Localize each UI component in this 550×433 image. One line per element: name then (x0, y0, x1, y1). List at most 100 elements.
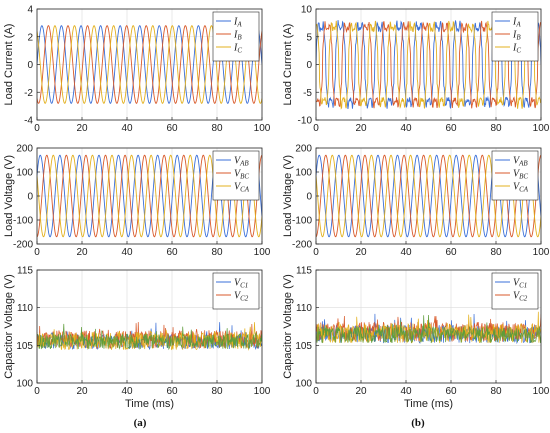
y-tick-label: 115 (17, 266, 33, 277)
y-tick-label: 115 (296, 266, 312, 277)
x-axis-label: Time (ms) (125, 398, 174, 410)
x-tick-label: 40 (400, 386, 412, 397)
y-tick-label: 0 (306, 192, 312, 203)
x-tick-label: 0 (313, 386, 319, 397)
legend-box (212, 11, 260, 62)
y-axis-label: Load Current (A) (282, 24, 294, 106)
axes-frame (315, 269, 542, 384)
x-tick-label: 60 (166, 386, 178, 397)
y-tick-label: 110 (296, 303, 312, 314)
x-tick-label: 100 (254, 247, 271, 258)
legend-box (491, 272, 539, 310)
y-tick-label: 100 (295, 168, 312, 179)
series-line-V_AB (37, 154, 262, 238)
legend-label-V_C2: VC2 (513, 291, 528, 303)
series-line-I_C (37, 25, 262, 104)
y-axis-label: Load Voltage (V) (3, 155, 15, 237)
series-group (37, 322, 262, 351)
legend-label-V_C1: VC1 (513, 278, 527, 290)
y-tick-label: 0 (27, 60, 33, 71)
y-tick-label: -2 (24, 88, 33, 99)
y-axis-label: Capacitor Voltage (V) (282, 274, 294, 379)
axes-frame (36, 269, 263, 384)
chart-panel-0: 0 20 40 60 80 100 -4 -2 0 2 4 Load Current (A) IAIBI… (3, 5, 271, 135)
x-tick-label: 40 (400, 123, 412, 134)
y-tick-label: -200 (292, 240, 312, 251)
series-line-V_AB (316, 154, 541, 238)
x-tick-label: 0 (34, 247, 40, 258)
x-tick-label: 100 (254, 386, 271, 397)
legend-label-V_BC: VBC (234, 169, 249, 181)
legend-label-I_A: IA (233, 17, 242, 29)
y-axis-label: Load Current (A) (3, 24, 15, 106)
x-tick-label: 40 (121, 386, 133, 397)
x-tick-label: 40 (400, 247, 412, 258)
y-tick-label: 105 (295, 341, 312, 352)
x-tick-label: 60 (166, 123, 178, 134)
x-tick-label: 80 (490, 123, 502, 134)
panel-label-a: (a) (134, 417, 147, 429)
y-tick-label: 200 (295, 144, 312, 155)
y-tick-label: 200 (16, 144, 33, 155)
legend-box (491, 11, 539, 62)
x-tick-label: 0 (34, 386, 40, 397)
x-tick-label: 0 (313, 123, 319, 134)
x-tick-label: 20 (76, 247, 88, 258)
y-tick-label: 0 (306, 60, 312, 71)
x-tick-label: 20 (76, 123, 88, 134)
y-tick-label: 5 (306, 32, 312, 43)
y-tick-label: 4 (27, 5, 33, 16)
legend-box (491, 150, 539, 201)
x-tick-label: 20 (76, 386, 88, 397)
y-tick-label: 0 (27, 192, 33, 203)
legend-label-V_CA: VCA (513, 182, 529, 194)
x-tick-label: 80 (211, 386, 223, 397)
x-tick-label: 80 (490, 247, 502, 258)
y-tick-label: 10 (301, 5, 313, 16)
x-axis-label: Time (ms) (404, 398, 453, 410)
legend-label-V_C2: VC2 (234, 291, 249, 303)
x-tick-label: 20 (355, 386, 367, 397)
x-tick-label: 20 (355, 123, 367, 134)
y-tick-label: -10 (298, 116, 313, 127)
legend-label-V_CA: VCA (234, 182, 250, 194)
y-axis-label: Load Voltage (V) (282, 155, 294, 237)
legend-label-V_AB: VAB (234, 156, 249, 168)
legend-label-I_C: IC (233, 43, 242, 55)
series-line-I_C (316, 20, 541, 110)
x-tick-label: 80 (211, 123, 223, 134)
legend-label-I_B: IB (233, 30, 242, 42)
x-tick-label: 60 (445, 247, 457, 258)
series-line-trace-3 (316, 314, 541, 344)
x-tick-label: 60 (445, 386, 457, 397)
series-line-V_C2 (37, 322, 262, 350)
series-line-trace-3 (37, 323, 262, 351)
series-group (316, 311, 541, 345)
x-tick-label: 40 (121, 247, 133, 258)
y-tick-label: -5 (303, 88, 312, 99)
legend-label-I_C: IC (512, 43, 521, 55)
x-tick-label: 100 (533, 123, 550, 134)
x-tick-label: 80 (490, 386, 502, 397)
y-tick-label: 2 (27, 32, 33, 43)
x-tick-label: 0 (34, 123, 40, 134)
legend-label-I_A: IA (512, 17, 521, 29)
y-tick-label: 105 (16, 341, 33, 352)
x-tick-label: 100 (533, 386, 550, 397)
y-tick-label: 100 (16, 168, 33, 179)
legend-label-V_C1: VC1 (234, 278, 248, 290)
x-tick-label: 100 (533, 247, 550, 258)
legend-label-V_AB: VAB (513, 156, 528, 168)
y-tick-label: 100 (16, 379, 33, 390)
x-tick-label: 60 (445, 123, 457, 134)
y-axis-label: Capacitor Voltage (V) (3, 274, 15, 379)
